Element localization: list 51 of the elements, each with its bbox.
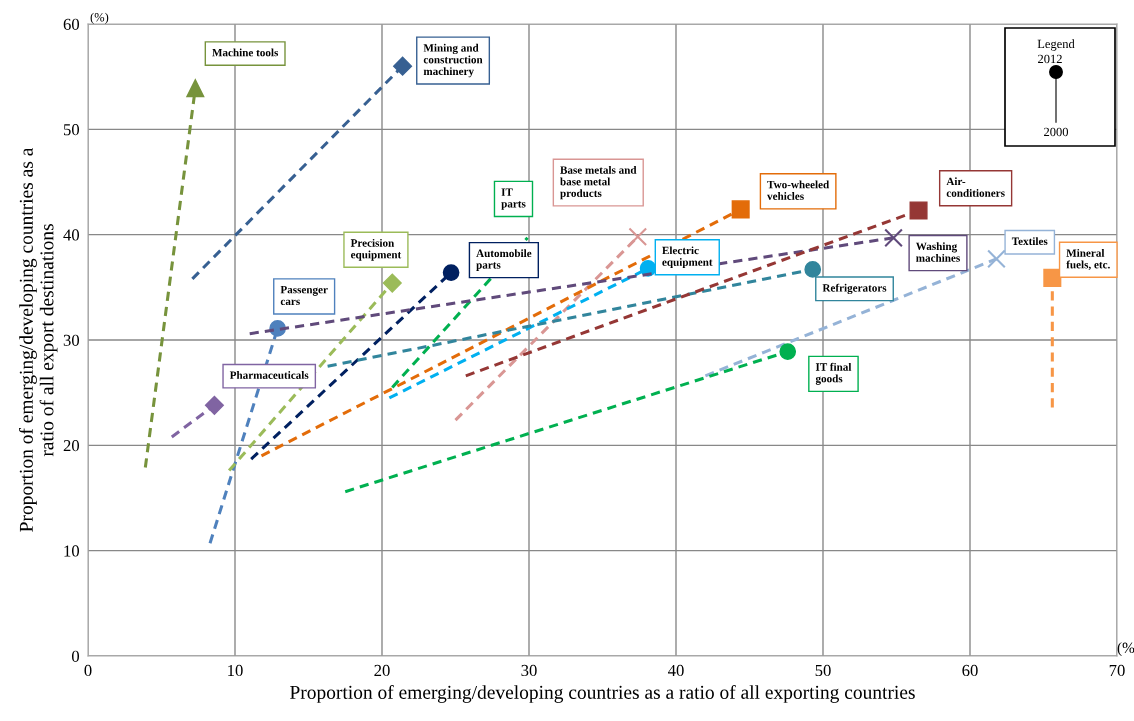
y-tick-label: 30 — [63, 334, 80, 346]
y-tick-label: 20 — [63, 440, 80, 452]
text: Base metals and base metal products — [560, 165, 637, 200]
point — [382, 273, 402, 293]
point — [884, 228, 903, 248]
series-label: Two-wheeled vehicles — [767, 180, 830, 200]
x-tick-label: 50 — [815, 664, 831, 677]
point — [186, 79, 205, 98]
y-tick-label: 0 — [71, 650, 80, 662]
series-label: Refrigerators — [822, 283, 887, 295]
text: IT parts — [501, 188, 526, 210]
annotation: Legend — [1037, 39, 1075, 51]
series-label: Washing machines — [915, 242, 960, 262]
annotation: 2012 — [1038, 54, 1062, 64]
point — [628, 227, 648, 247]
series-label: Precision equipment — [350, 238, 402, 261]
y-tick-label: 60 — [63, 18, 80, 30]
point — [987, 249, 1006, 269]
point — [804, 261, 822, 278]
y-axis-title: Proportion of emerging/developing countries as a ratio of all export destinations — [18, 147, 58, 532]
point — [731, 200, 750, 219]
series-label: Passenger cars — [280, 285, 328, 306]
text: Machine tools — [212, 48, 279, 57]
x-tick-label: 0 — [84, 664, 92, 677]
text: (% — [1117, 642, 1134, 656]
y-tick-label: 10 — [64, 545, 80, 557]
point — [393, 56, 413, 76]
x-tick-label: 10 — [228, 664, 243, 677]
text: Pharmaceuticals — [229, 371, 309, 379]
series-label: Electric equipment — [662, 246, 713, 269]
x-tick-label: 30 — [521, 664, 537, 677]
y-tick-label: 50 — [63, 124, 80, 136]
series-label: Air- conditioners — [946, 177, 1005, 197]
annotation: 2000 — [1044, 127, 1069, 137]
series-label: Textiles — [1011, 237, 1048, 246]
point — [204, 395, 224, 415]
point — [442, 264, 460, 281]
x-tick-label: 20 — [374, 664, 390, 677]
x-tick-label: 70 — [1109, 664, 1125, 677]
series-label: Mining and construction machinery — [423, 43, 483, 78]
series-label: Automobile parts — [476, 249, 532, 271]
point — [1043, 268, 1062, 287]
point — [909, 201, 928, 220]
text: IT final goods — [815, 362, 852, 385]
point — [779, 343, 797, 360]
x-tick-label: 40 — [667, 664, 684, 677]
y-tick-label: 40 — [63, 229, 80, 241]
series-label: Mineral fuels, etc. — [1066, 248, 1110, 270]
x-tick-label: 60 — [962, 664, 978, 677]
annotation: (%) — [90, 12, 109, 24]
x-axis-title: Proportion of emerging/developing countries as a ratio of all exporting countries — [290, 685, 915, 703]
